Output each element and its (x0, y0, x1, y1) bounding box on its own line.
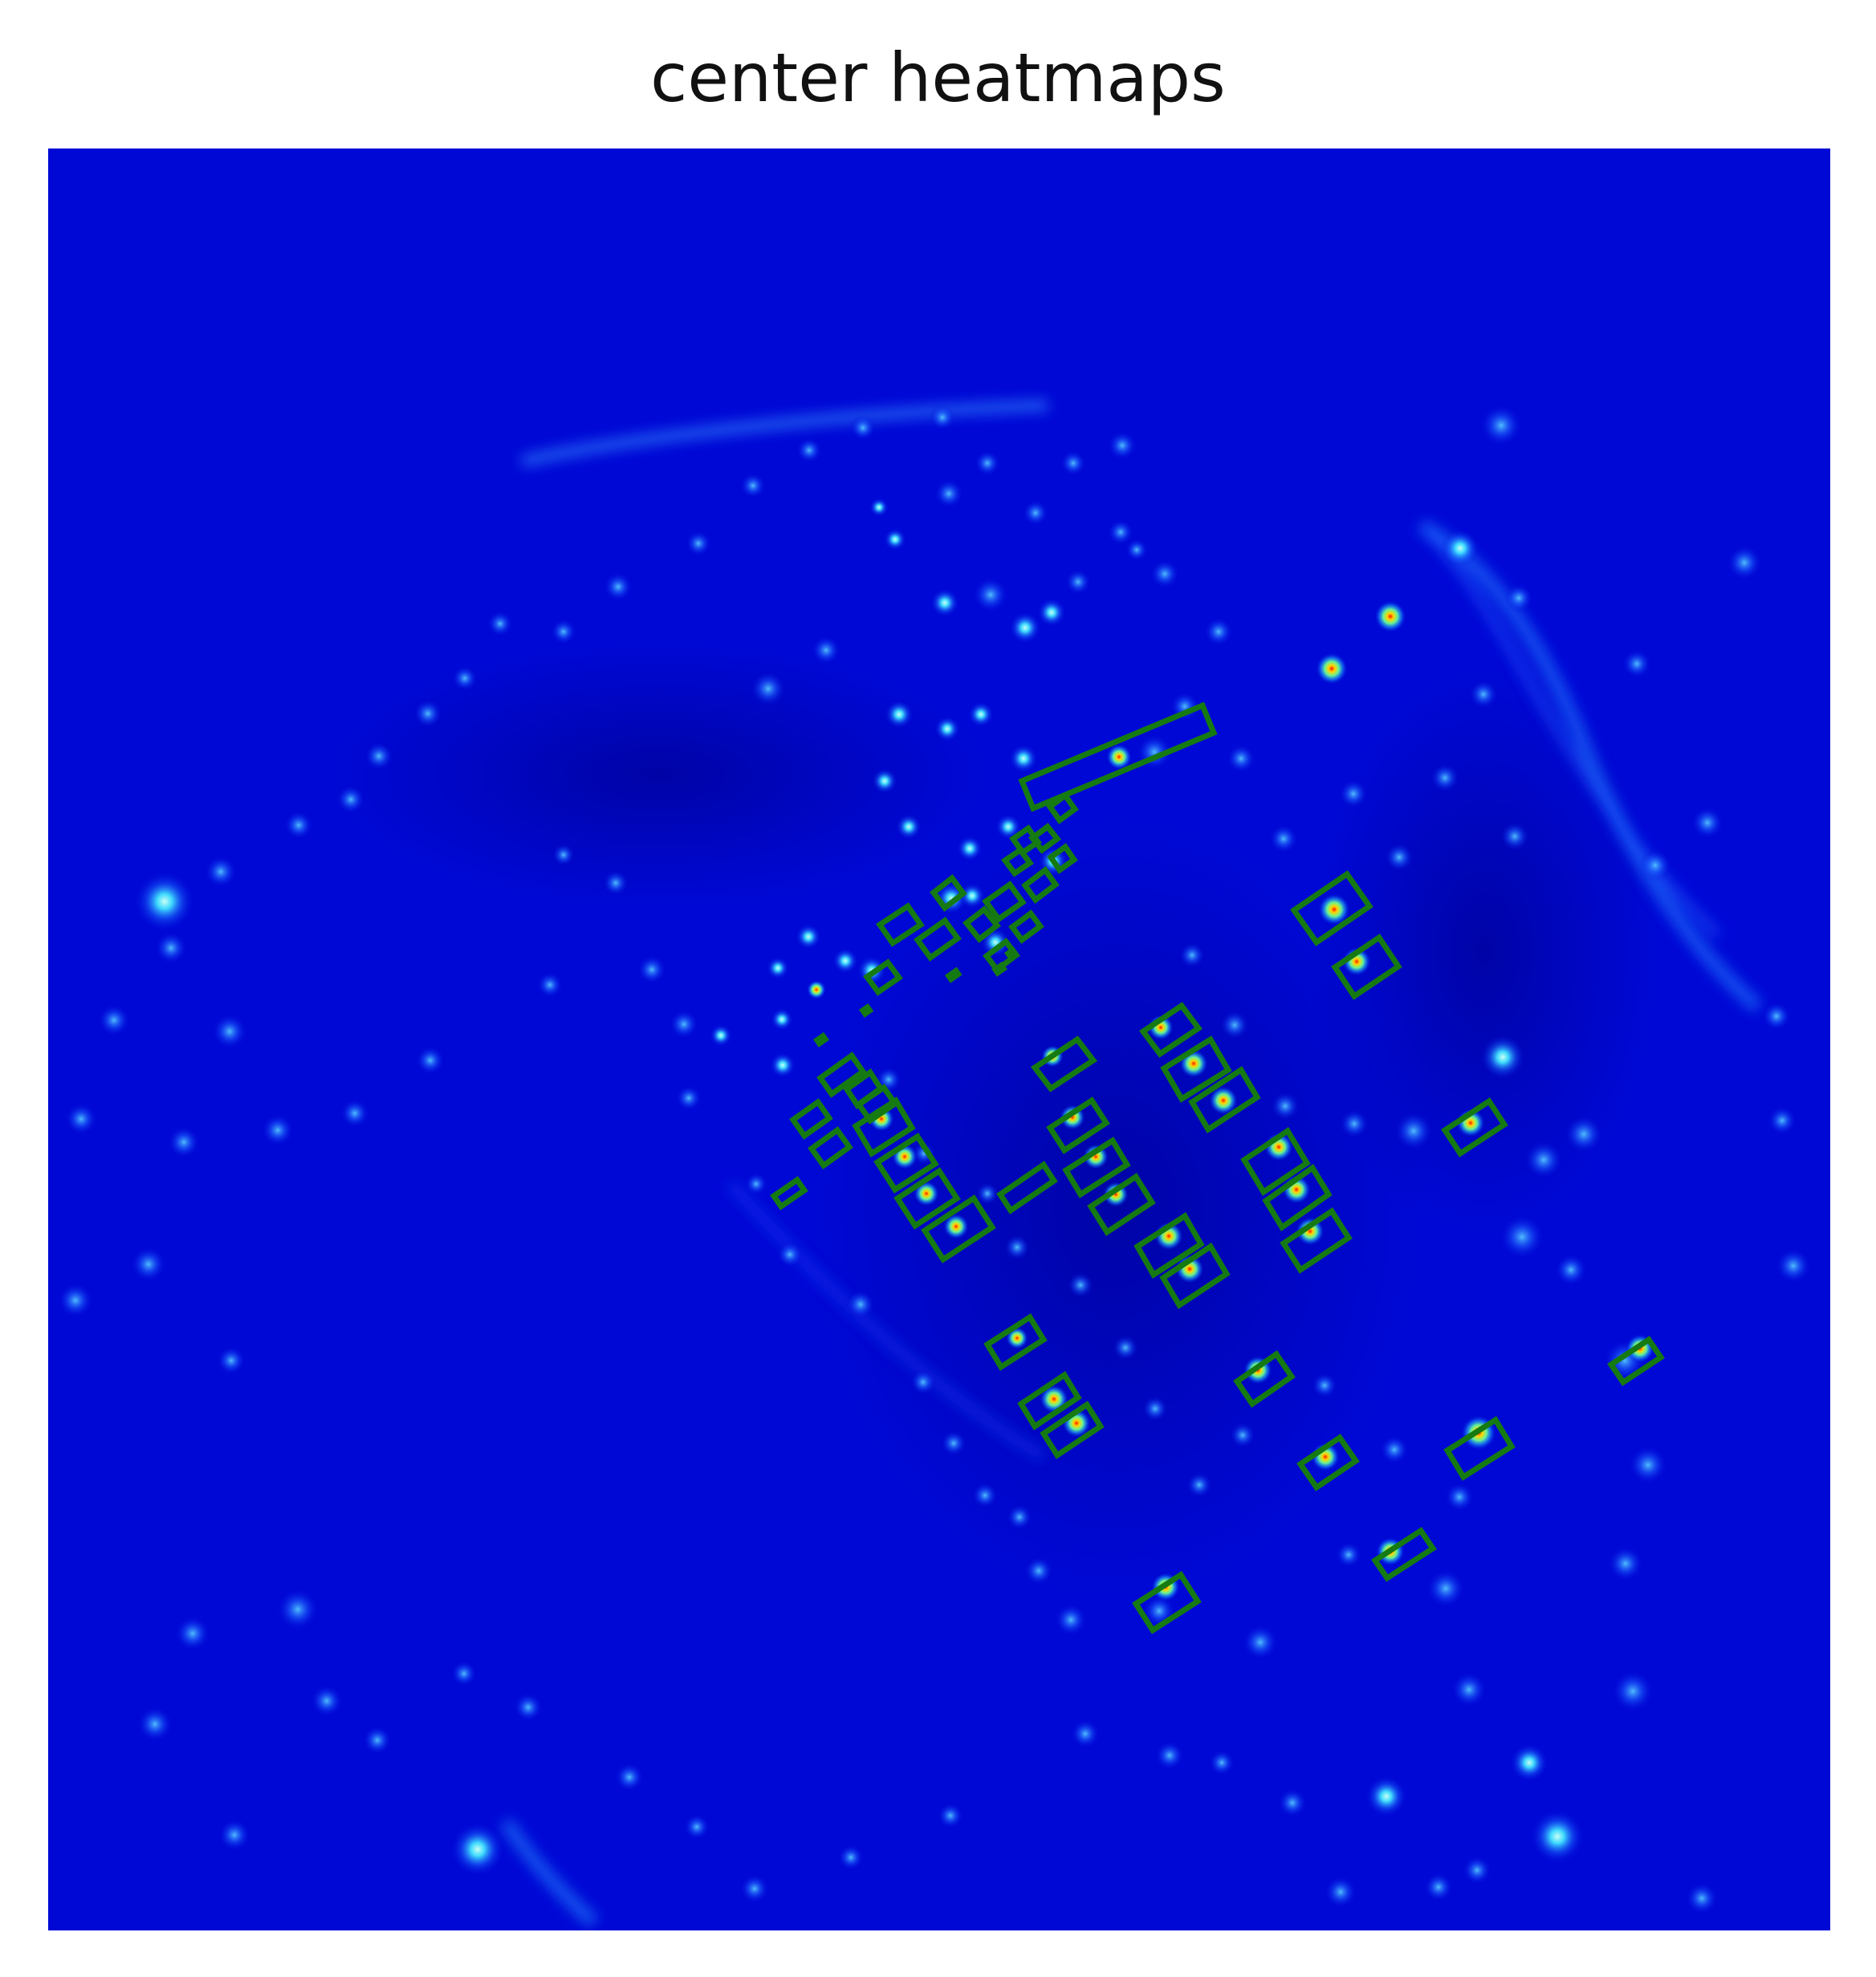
heatmap-panel (48, 148, 1830, 1930)
detection-box (1047, 843, 1078, 874)
detection-box (996, 1161, 1058, 1214)
heatmap-image (48, 148, 1830, 1930)
detection-box (876, 902, 925, 947)
detection-box (808, 1126, 853, 1170)
detection-box (1138, 1002, 1203, 1058)
detection-box (1046, 791, 1079, 824)
detection-box (770, 1176, 808, 1210)
detection-box (1018, 702, 1218, 812)
detection-box (1017, 1371, 1082, 1430)
detection-box (1046, 1096, 1110, 1154)
detection-box (1160, 1035, 1232, 1103)
detection-box (982, 881, 1027, 923)
detection-box (1030, 1035, 1098, 1092)
detection-box (873, 1133, 939, 1194)
detection-box (930, 874, 967, 912)
detection-box (863, 958, 903, 996)
detection-box (1040, 1401, 1105, 1459)
detection-box (1443, 1416, 1516, 1481)
detection-box (1262, 1163, 1333, 1232)
detection-box (1188, 1066, 1261, 1133)
detection-box (1159, 1243, 1231, 1309)
detection-box (1441, 1097, 1508, 1157)
detection-box (855, 1084, 899, 1125)
heatmap-glow-spots (58, 405, 1811, 1914)
detection-box (1280, 1207, 1353, 1274)
detection-box (816, 1052, 867, 1098)
detection-box (1240, 1127, 1311, 1196)
detection-box (983, 1313, 1048, 1371)
detection-box (1132, 1571, 1202, 1634)
detection-box (1087, 1173, 1156, 1236)
detection-box (1296, 1434, 1360, 1491)
detection-box (1028, 823, 1062, 854)
detection-box (789, 1098, 833, 1140)
detection-box (921, 1194, 996, 1263)
detection-box (962, 905, 1001, 943)
detection-box (1607, 1336, 1665, 1386)
detection-box (914, 917, 962, 962)
detection-box (1133, 1212, 1205, 1279)
detection-box (1021, 866, 1060, 904)
heatmap-dark-regions (321, 638, 1662, 1609)
figure-title: center heatmaps (650, 39, 1226, 117)
detection-box (1233, 1350, 1296, 1408)
detection-box (1062, 1137, 1131, 1198)
detection-box (1371, 1527, 1437, 1582)
detection-box (1290, 870, 1373, 946)
small-detection-clusters (812, 946, 1019, 1047)
detection-box (1331, 934, 1402, 1000)
detection-boxes (770, 702, 1665, 1634)
detection-box (1001, 846, 1034, 877)
detection-box (1008, 909, 1044, 944)
detection-box (893, 1167, 961, 1230)
